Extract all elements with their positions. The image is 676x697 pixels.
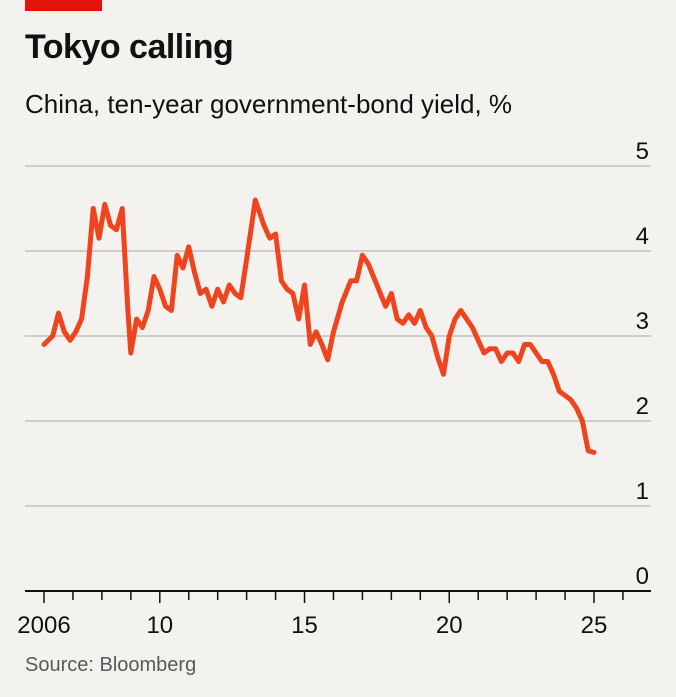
- series-layer: [41, 197, 597, 455]
- y-tick-label-1: 1: [636, 478, 649, 505]
- brand-red-bar: [25, 0, 102, 11]
- chart-title: Tokyo calling: [25, 28, 234, 66]
- x-tick-label-25: 25: [581, 612, 608, 639]
- x-tick-label-15: 15: [291, 612, 318, 639]
- y-tick-label-4: 4: [636, 223, 649, 250]
- x-tick-label-2006: 2006: [17, 612, 70, 639]
- y-tick-label-0: 0: [636, 563, 649, 590]
- x-tick-label-10: 10: [146, 612, 173, 639]
- chart-subtitle: China, ten-year government-bond yield, %: [25, 89, 513, 119]
- x-tick-label-20: 20: [436, 612, 463, 639]
- y-tick-label-5: 5: [636, 138, 649, 165]
- y-tick-label-3: 3: [636, 308, 649, 335]
- y-axis-ticks: 0 1 2 3 4 5: [636, 138, 649, 590]
- y-tick-label-2: 2: [636, 393, 649, 420]
- series-line-0: [41, 197, 597, 455]
- x-axis: 2006 10 15 20 25: [17, 590, 651, 639]
- source-note: Source: Bloomberg: [25, 654, 197, 676]
